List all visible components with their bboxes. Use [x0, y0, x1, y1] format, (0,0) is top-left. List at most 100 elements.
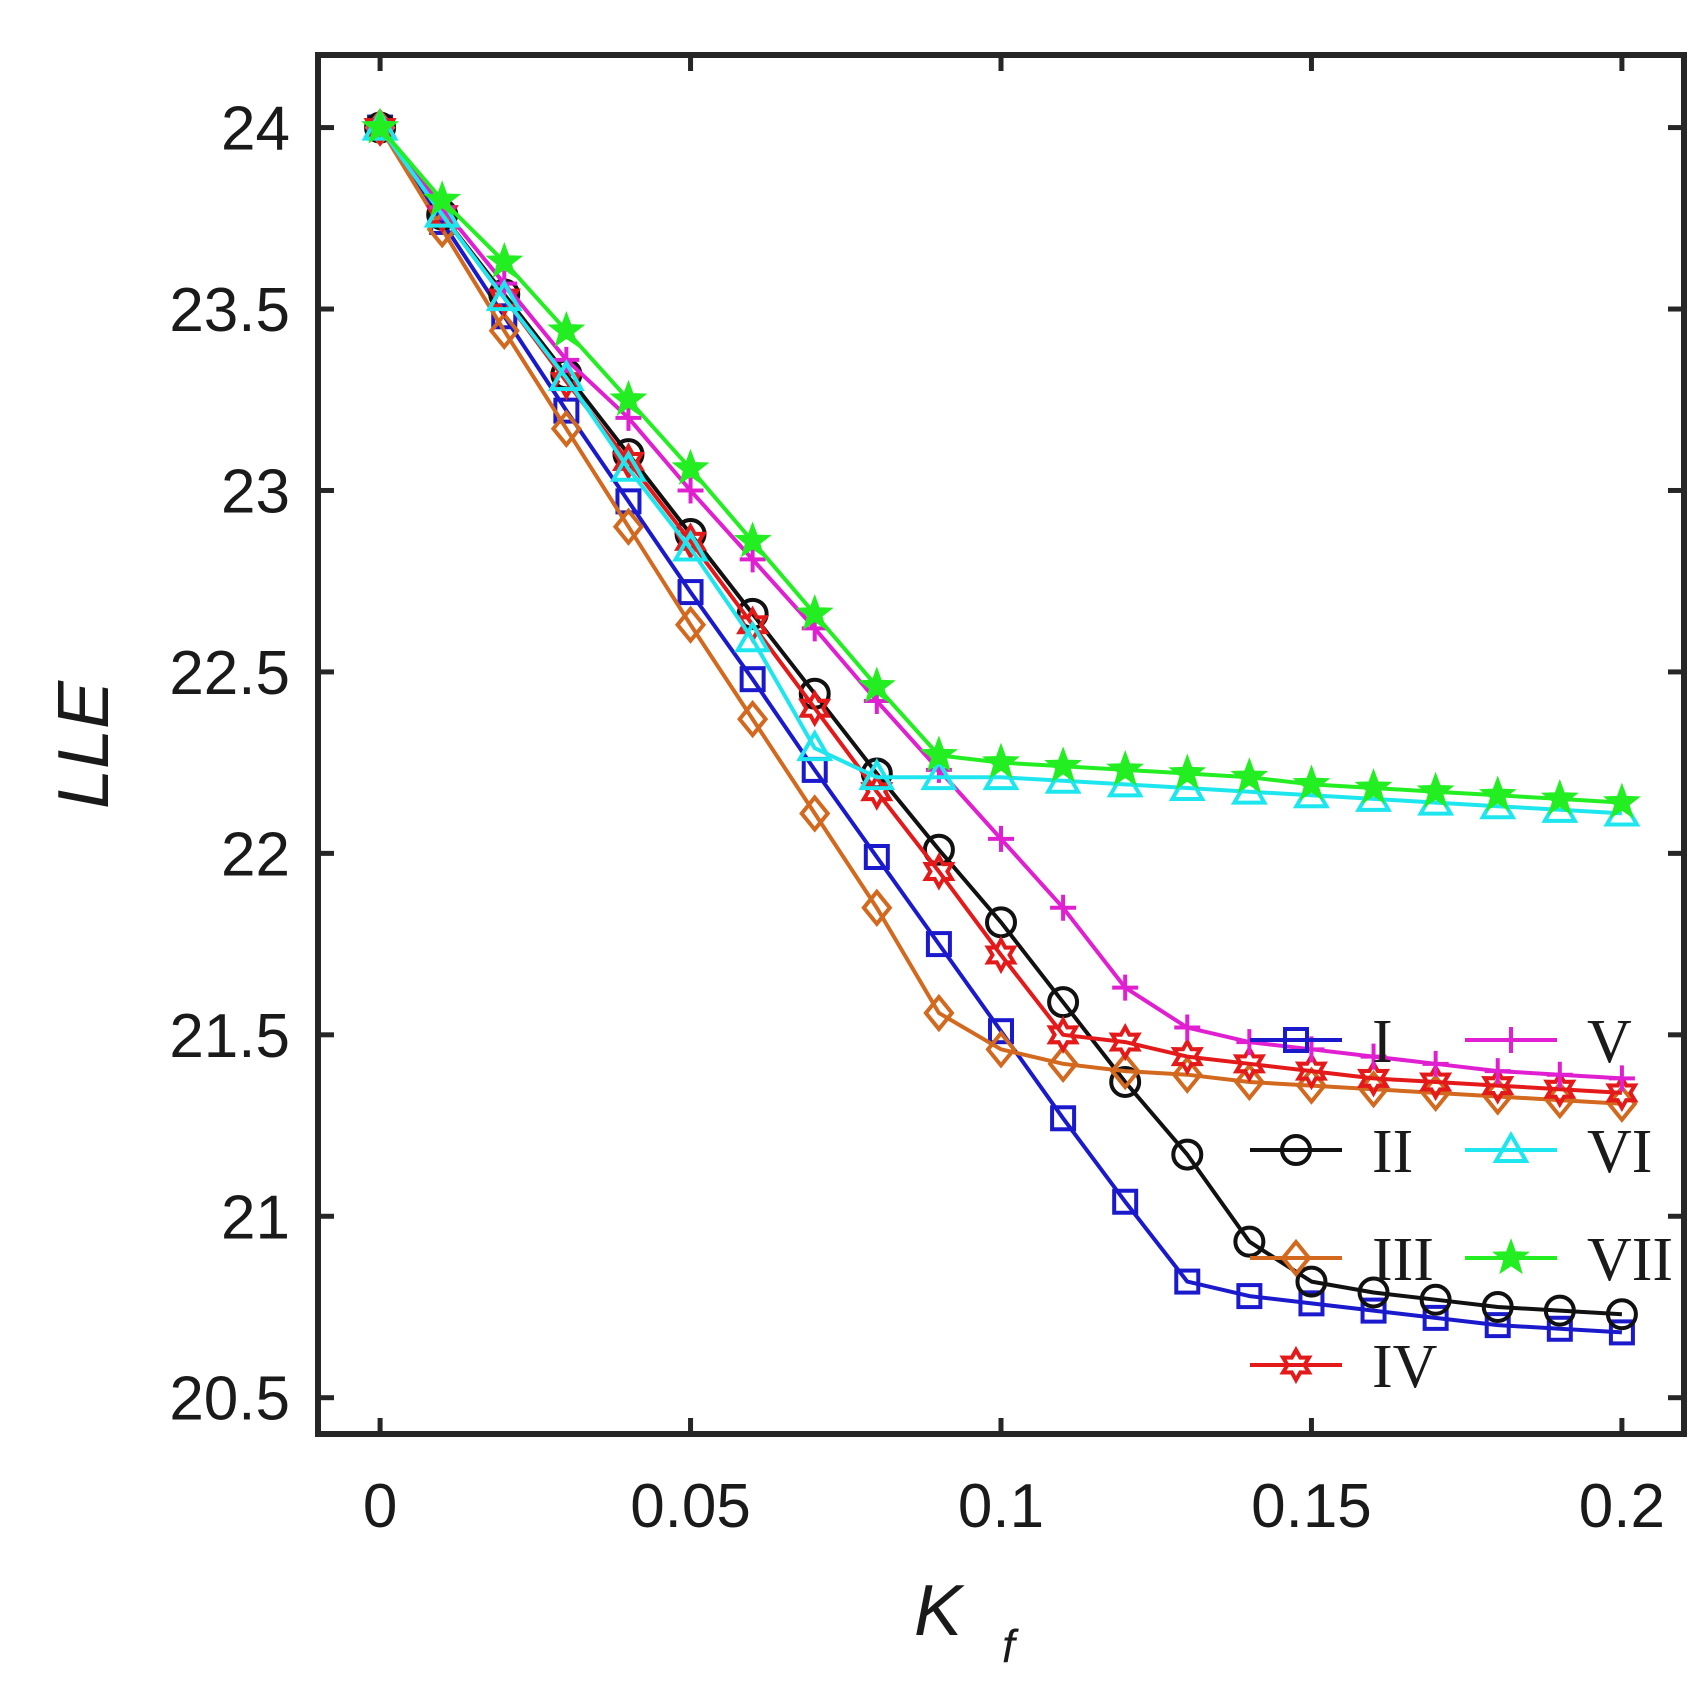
legend-marker	[1492, 1130, 1530, 1163]
legend-marker	[1280, 1238, 1312, 1278]
data-point-VII	[609, 379, 648, 416]
data-point-III	[550, 409, 582, 448]
legend-item-III: III	[1250, 1226, 1434, 1294]
data-point-I	[1050, 1105, 1077, 1132]
legend-marker	[1492, 1238, 1530, 1275]
legend-item-I: I	[1250, 1008, 1393, 1076]
data-point-II	[1419, 1283, 1452, 1316]
y-tick-label: 24	[221, 95, 290, 164]
data-point-II	[1295, 1265, 1328, 1298]
data-point-IV	[1419, 1062, 1453, 1102]
data-point-II	[1233, 1225, 1266, 1258]
y-tick-label: 22	[221, 820, 290, 889]
data-point-I	[1484, 1312, 1511, 1339]
data-point-VI	[547, 358, 585, 391]
y-tick-label: 22.5	[169, 639, 290, 708]
series-VI	[361, 108, 1641, 827]
data-point-II	[1171, 1138, 1204, 1171]
y-tick-label: 23.5	[169, 276, 290, 345]
data-point-VII	[361, 107, 400, 144]
data-point-V	[1422, 1050, 1449, 1077]
data-point-VII	[857, 666, 896, 703]
data-point-III	[1171, 1055, 1203, 1094]
data-point-VII	[1292, 764, 1331, 801]
y-axis-label: LLE	[44, 680, 124, 809]
legend-label: I	[1372, 1008, 1393, 1076]
data-point-IV	[1294, 1052, 1328, 1091]
data-point-IV	[1481, 1066, 1515, 1105]
data-point-III	[674, 605, 707, 644]
data-point-V	[1608, 1065, 1635, 1092]
data-point-II	[1543, 1294, 1576, 1327]
series-V	[367, 114, 1635, 1092]
data-point-V	[615, 404, 642, 431]
data-point-V	[1050, 894, 1077, 921]
data-point-III	[923, 993, 955, 1033]
data-point-I	[1174, 1268, 1201, 1295]
data-point-I	[1298, 1290, 1325, 1317]
legend-marker	[1280, 1134, 1312, 1166]
legend-label: VII	[1587, 1226, 1673, 1294]
plot-area	[361, 107, 1641, 1346]
data-point-IV	[1046, 1015, 1080, 1054]
series-line-IV	[378, 126, 1623, 1095]
data-point-III	[861, 888, 893, 927]
data-point-VII	[1354, 768, 1393, 805]
data-point-IV	[1543, 1070, 1577, 1109]
legend-item-VII: VII	[1465, 1226, 1673, 1294]
axis-ticks	[318, 55, 1684, 1434]
data-point-VI	[734, 620, 772, 653]
data-point-VII	[1230, 757, 1269, 794]
series-VII	[361, 107, 1641, 819]
data-point-VII	[1478, 775, 1517, 812]
x-tick-label: 0.1	[958, 1472, 1044, 1541]
series-line-I	[378, 126, 1623, 1335]
y-tick-labels: 20.5 21 21.5 22 22.5 23 23.5 24	[169, 95, 290, 1434]
data-point-VII	[1168, 753, 1207, 790]
data-point-VII	[919, 735, 958, 772]
data-point-I	[863, 843, 890, 870]
data-point-IV	[1232, 1044, 1266, 1083]
data-point-V	[739, 546, 766, 573]
data-point-I	[1236, 1283, 1263, 1310]
y-tick-label: 20.5	[169, 1365, 290, 1434]
x-tick-labels: 0 0.05 0.1 0.15 0.2	[363, 1472, 1665, 1541]
legend-item-V: V	[1465, 1008, 1632, 1076]
data-point-IV	[363, 108, 397, 147]
data-point-III	[1233, 1062, 1265, 1102]
legend-item-VI: VI	[1465, 1118, 1652, 1186]
data-point-VI	[609, 449, 647, 482]
data-point-VII	[547, 310, 586, 347]
x-tick-label: 0.2	[1579, 1472, 1665, 1541]
legend-label: IV	[1372, 1333, 1438, 1401]
series-IV	[363, 108, 1639, 1113]
legend-label: V	[1587, 1008, 1632, 1076]
x-tick-label: 0.05	[630, 1472, 751, 1541]
data-point-VII	[1602, 782, 1641, 819]
series-I	[367, 114, 1635, 1346]
data-point-II	[922, 833, 955, 866]
data-point-VII	[1106, 749, 1145, 787]
data-point-III	[488, 311, 520, 350]
x-tick-label: 0	[363, 1472, 397, 1541]
data-point-IV	[798, 689, 832, 728]
data-point-IV	[1170, 1037, 1204, 1076]
data-point-IV	[487, 278, 521, 318]
data-point-VI	[672, 529, 710, 562]
data-point-VII	[795, 593, 834, 630]
legend-label: II	[1372, 1118, 1413, 1186]
data-point-VI	[920, 758, 958, 791]
data-point-V	[1360, 1043, 1387, 1070]
data-point-V	[1112, 974, 1139, 1001]
x-axis-label: K	[914, 1571, 965, 1651]
data-point-I	[739, 666, 766, 693]
data-point-I	[1422, 1304, 1449, 1331]
series-line-VII	[378, 126, 1623, 805]
legend-label: III	[1372, 1226, 1434, 1294]
data-point-III	[737, 699, 769, 739]
data-point-II	[1109, 1065, 1142, 1098]
data-point-V	[1484, 1058, 1511, 1085]
legend-marker	[1498, 1027, 1524, 1053]
